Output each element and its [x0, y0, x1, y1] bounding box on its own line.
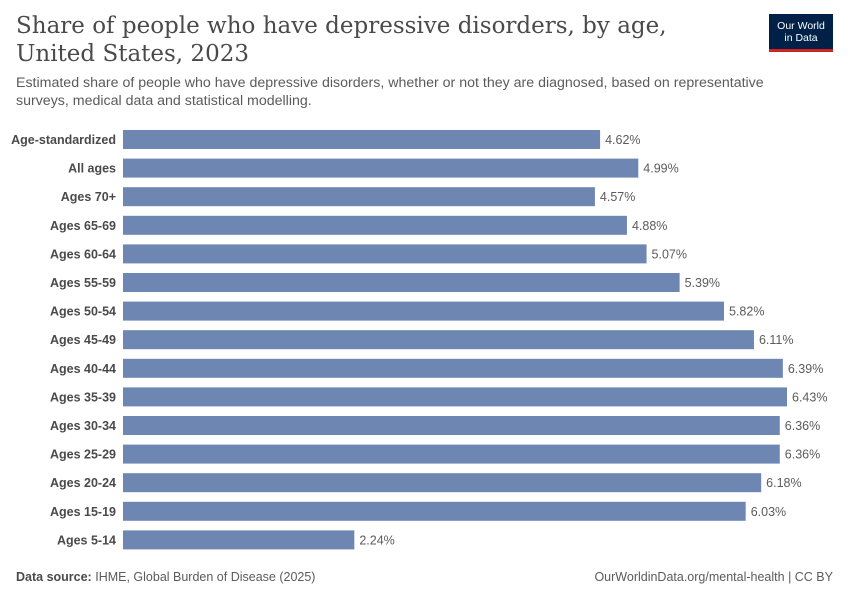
value-label: 4.62%: [605, 133, 640, 147]
category-label: Ages 5-14: [57, 533, 116, 547]
bar[interactable]: [123, 387, 787, 407]
bar[interactable]: [123, 444, 780, 464]
value-label: 5.82%: [729, 305, 764, 319]
data-source-label: Data source:: [16, 570, 92, 584]
bar[interactable]: [123, 501, 746, 521]
value-label: 6.36%: [785, 419, 820, 433]
value-label: 4.57%: [600, 190, 635, 204]
data-source: Data source: IHME, Global Burden of Dise…: [16, 570, 315, 584]
category-label: Ages 65-69: [50, 219, 116, 233]
source-url[interactable]: OurWorldinData.org/mental-health | CC BY: [594, 570, 833, 584]
bar[interactable]: [123, 273, 680, 292]
bar[interactable]: [123, 215, 627, 235]
bar[interactable]: [123, 416, 780, 435]
bar[interactable]: [123, 187, 595, 207]
chart-title: Share of people who have depressive diso…: [16, 13, 667, 67]
bar[interactable]: [123, 330, 754, 350]
category-label: Ages 55-59: [50, 276, 116, 290]
bar[interactable]: [123, 130, 601, 149]
value-label: 4.88%: [632, 219, 667, 233]
value-label: 5.39%: [685, 276, 720, 290]
category-label: Ages 70+: [61, 190, 116, 204]
value-label: 6.03%: [751, 505, 786, 519]
chart-subtitle: Estimated share of people who have depre…: [16, 75, 764, 109]
bar[interactable]: [123, 301, 725, 321]
category-label: Ages 50-54: [50, 305, 116, 319]
category-label: Ages 35-39: [50, 390, 116, 404]
category-label: All ages: [68, 162, 116, 176]
bar[interactable]: [123, 473, 762, 493]
category-label: Ages 25-29: [50, 448, 116, 462]
value-label: 2.24%: [359, 533, 394, 547]
category-label: Age-standardized: [11, 133, 116, 147]
logo-line-2: in Data: [784, 32, 818, 44]
bar[interactable]: [123, 244, 647, 264]
bar[interactable]: [123, 530, 355, 550]
logo-line-1: Our World: [777, 20, 825, 32]
owid-logo[interactable]: Our World in Data: [769, 14, 833, 52]
bar[interactable]: [123, 158, 639, 178]
category-label: Ages 60-64: [50, 247, 116, 261]
category-label: Ages 30-34: [50, 419, 116, 433]
category-label: Ages 40-44: [50, 362, 116, 376]
data-source-text[interactable]: IHME, Global Burden of Disease (2025): [95, 570, 316, 584]
value-label: 4.99%: [643, 162, 678, 176]
value-label: 6.18%: [766, 476, 801, 490]
category-label: Ages 15-19: [50, 505, 116, 519]
bar[interactable]: [123, 358, 783, 378]
value-label: 6.11%: [759, 333, 794, 347]
value-label: 5.07%: [652, 247, 687, 261]
value-label: 6.43%: [792, 390, 827, 404]
category-label: Ages 45-49: [50, 333, 116, 347]
value-label: 6.36%: [785, 448, 820, 462]
category-label: Ages 20-24: [50, 476, 116, 490]
value-label: 6.39%: [788, 362, 823, 376]
